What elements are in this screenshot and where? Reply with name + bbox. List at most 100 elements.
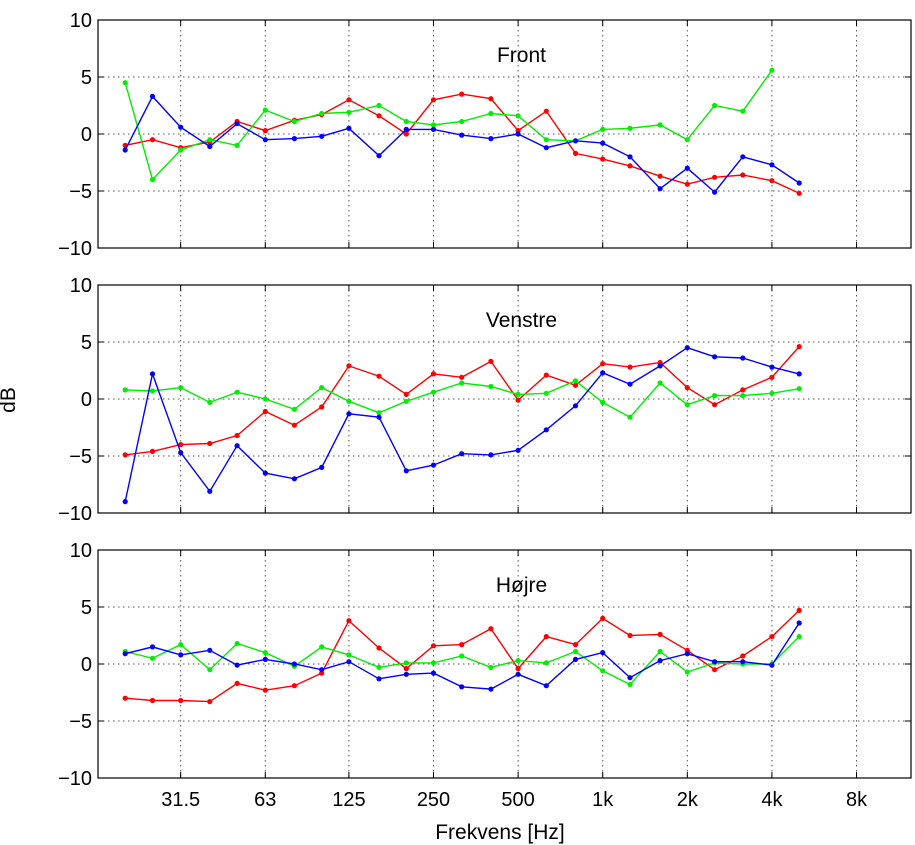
data-point-red xyxy=(403,131,409,137)
data-point-green xyxy=(740,108,746,114)
data-point-green xyxy=(346,109,352,115)
data-point-green xyxy=(712,393,718,399)
data-point-red xyxy=(207,699,213,705)
data-point-green xyxy=(543,390,549,396)
data-point-red xyxy=(319,404,325,410)
data-point-blue xyxy=(600,370,606,376)
data-point-blue xyxy=(234,662,240,668)
data-point-green xyxy=(740,393,746,399)
series-line-green xyxy=(124,69,773,181)
data-point-green xyxy=(291,406,297,412)
data-point-blue xyxy=(376,414,382,420)
data-point-blue xyxy=(207,143,213,150)
data-point-green xyxy=(319,385,325,391)
data-point-green xyxy=(262,396,268,402)
x-tick-label: 1k xyxy=(592,789,614,811)
data-point-red xyxy=(430,371,437,377)
data-point-green xyxy=(488,664,494,671)
data-point-red xyxy=(430,643,437,649)
data-point-red xyxy=(600,615,606,622)
data-point-green xyxy=(657,122,663,128)
data-point-green xyxy=(796,634,802,640)
data-point-red xyxy=(796,344,802,350)
y-tick-label: 0 xyxy=(81,124,92,146)
data-point-blue xyxy=(515,447,521,453)
data-point-blue xyxy=(122,651,128,657)
data-point-blue xyxy=(430,670,437,676)
data-point-green xyxy=(543,660,549,666)
y-tick-label: −10 xyxy=(58,238,92,260)
data-point-blue xyxy=(207,647,213,653)
y-axis-label: dB xyxy=(0,387,20,413)
data-point-red xyxy=(543,634,549,640)
x-tick-label: 31.5 xyxy=(161,789,200,811)
data-point-blue xyxy=(627,154,633,160)
data-point-blue xyxy=(796,620,802,626)
data-point-green xyxy=(657,380,663,386)
data-point-blue xyxy=(234,121,240,127)
data-point-blue xyxy=(291,476,297,482)
data-point-green xyxy=(459,380,465,386)
data-point-green xyxy=(600,668,606,674)
y-tick-label: 10 xyxy=(70,540,92,562)
data-point-red xyxy=(488,626,494,632)
data-point-red xyxy=(796,190,802,196)
y-tick-label: −5 xyxy=(69,711,92,733)
data-point-blue xyxy=(122,147,128,153)
data-point-blue xyxy=(346,659,352,665)
data-point-green xyxy=(459,653,465,659)
data-point-green xyxy=(572,378,579,384)
data-point-red xyxy=(572,150,579,156)
data-point-green xyxy=(319,644,325,650)
data-point-green xyxy=(430,660,437,666)
panel-front: 10 5 0 −5 −10 Front xyxy=(58,10,912,260)
data-point-green xyxy=(122,387,128,393)
data-point-blue xyxy=(459,132,465,138)
data-point-red xyxy=(769,178,775,184)
data-point-red xyxy=(515,397,521,403)
data-point-green xyxy=(796,386,802,392)
data-point-red xyxy=(769,634,775,640)
data-point-blue xyxy=(459,684,465,690)
x-tick-label: 4k xyxy=(761,789,783,811)
y-tick-label: −10 xyxy=(58,768,92,790)
data-point-green xyxy=(178,147,184,153)
data-point-blue xyxy=(376,153,382,159)
data-point-red xyxy=(178,442,184,448)
data-point-blue xyxy=(769,364,775,370)
data-point-blue xyxy=(769,662,775,668)
data-point-red xyxy=(600,156,606,162)
data-point-blue xyxy=(488,136,494,142)
data-point-blue xyxy=(684,345,690,351)
axes-frame xyxy=(97,19,912,249)
data-point-green xyxy=(262,107,268,113)
data-point-blue xyxy=(403,468,409,474)
data-point-green xyxy=(178,385,184,391)
data-point-red xyxy=(459,642,465,648)
y-tick-label: 0 xyxy=(81,654,92,676)
data-point-blue xyxy=(515,131,521,137)
data-point-blue xyxy=(657,186,663,192)
data-point-blue xyxy=(600,650,606,656)
data-point-green xyxy=(376,664,382,671)
data-point-red xyxy=(262,687,268,693)
data-point-red xyxy=(346,618,352,624)
data-point-green xyxy=(346,652,352,658)
data-point-red xyxy=(712,667,718,673)
data-point-green xyxy=(262,650,268,656)
data-point-blue xyxy=(319,133,325,139)
x-tick-label: 8k xyxy=(846,789,868,811)
data-point-red xyxy=(234,432,240,439)
data-point-blue xyxy=(122,499,128,505)
data-point-blue xyxy=(459,451,465,457)
data-point-blue xyxy=(712,189,718,195)
data-point-green xyxy=(712,102,718,109)
axes-frame xyxy=(97,549,912,779)
data-point-red xyxy=(262,408,268,415)
data-point-green xyxy=(207,667,213,673)
data-point-green xyxy=(149,655,156,661)
data-point-blue xyxy=(262,470,268,476)
data-point-green xyxy=(149,177,156,183)
y-tick-label: 5 xyxy=(81,67,92,89)
